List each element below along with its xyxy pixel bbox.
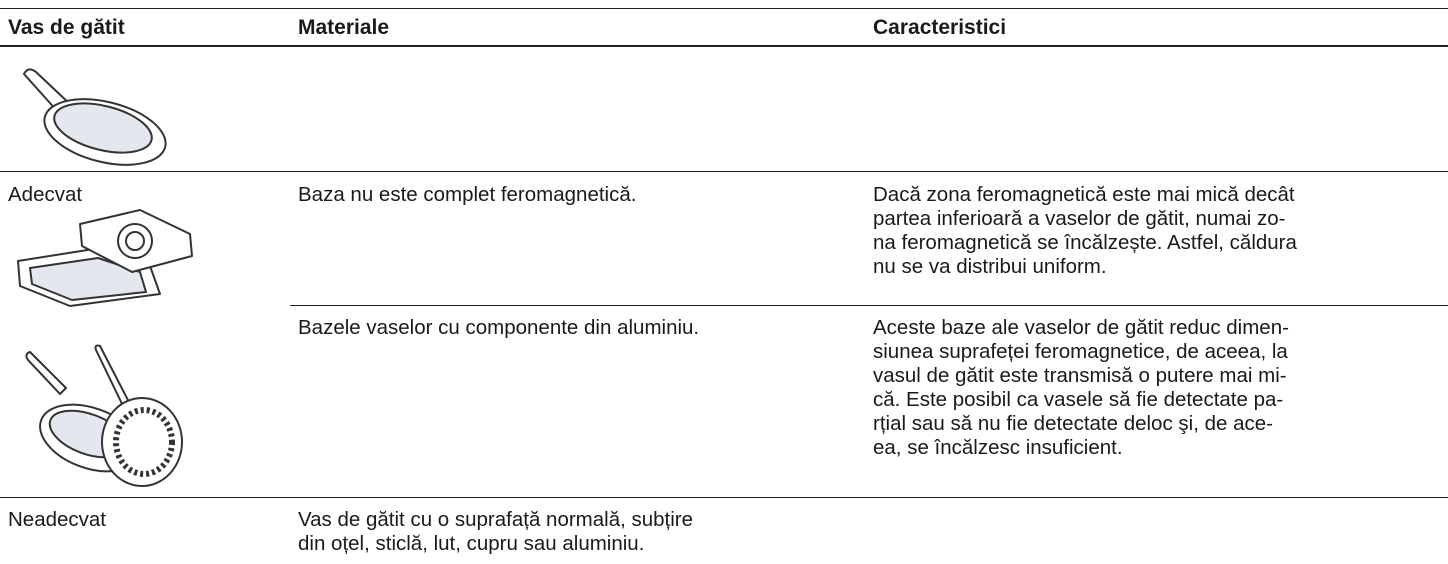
pans-illustration (25, 344, 183, 487)
cookware-label: Neadecvat (8, 508, 107, 531)
characteristics-text: vasul de gătit este transmisă o putere m… (873, 364, 1287, 387)
griddle-illustration (17, 209, 193, 307)
characteristics-text: ea, se încălzesc insuficient. (873, 436, 1123, 459)
characteristics-text: nu se va distribui uniform. (873, 255, 1107, 278)
characteristics-text: na feromagnetică se încălzește. Astfel, … (873, 231, 1297, 254)
characteristics-text: siunea suprafeței feromagnetice, de acee… (873, 340, 1288, 363)
table-top-rule (0, 8, 1448, 9)
material-text: Vas de gătit cu o suprafață normală, sub… (298, 508, 694, 531)
column-header: Materiale (298, 16, 390, 39)
column-header: Vas de gătit (8, 16, 125, 39)
row-rule (0, 497, 1448, 498)
cookware-label: Adecvat (8, 183, 83, 206)
material-text: din oțel, sticlă, lut, cupru sau alumini… (298, 532, 645, 555)
characteristics-text: Aceste baze ale vaselor de gătit reduc d… (873, 316, 1289, 339)
material-text: Baza nu este complet feromagnetică. (298, 183, 637, 206)
pan-illustration (23, 68, 167, 166)
row-rule (0, 171, 1448, 172)
header-rule (0, 45, 1448, 47)
characteristics-text: partea inferioară a vaselor de gătit, nu… (873, 207, 1286, 230)
row-rule (290, 305, 1448, 306)
material-text: Bazele vaselor cu componente din alumini… (298, 316, 700, 339)
column-header: Caracteristici (873, 16, 1007, 39)
characteristics-text: că. Este posibil ca vasele să fie detect… (873, 388, 1284, 411)
characteristics-text: rțial sau să nu fie detectate deloc şi, … (873, 412, 1273, 435)
characteristics-text: Dacă zona feromagnetică este mai mică de… (873, 183, 1295, 206)
